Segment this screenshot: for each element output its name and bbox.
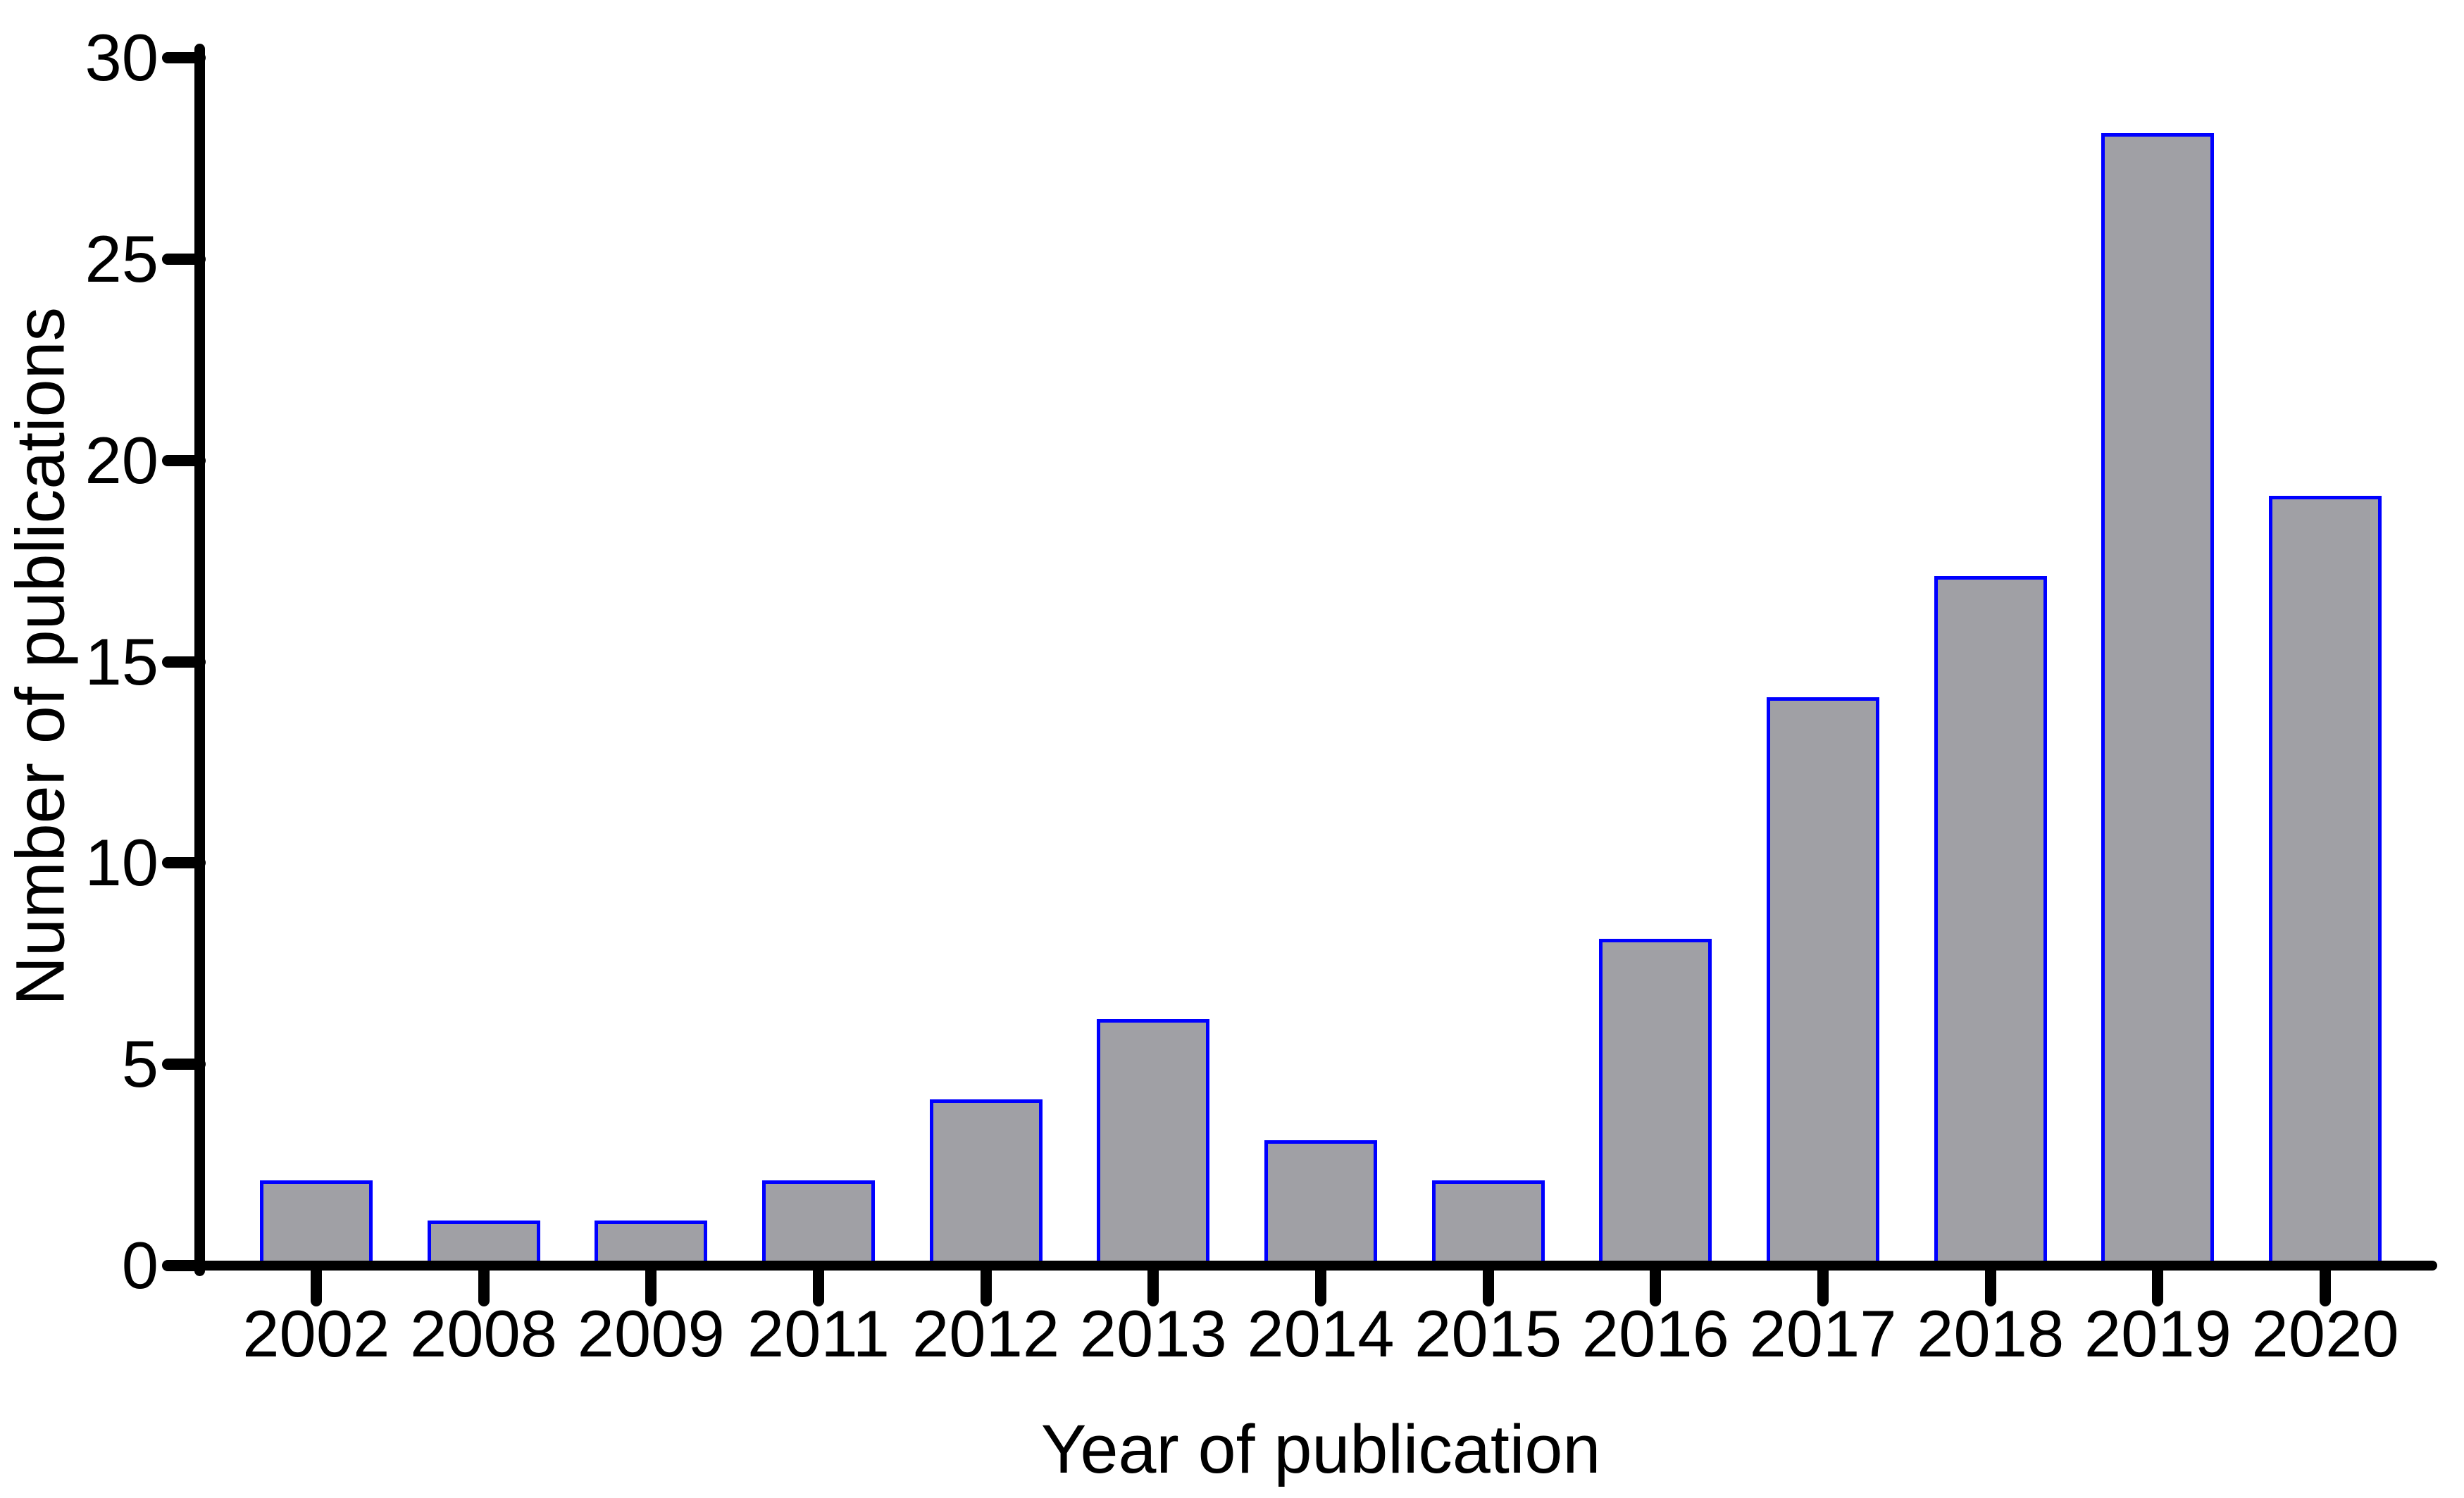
y-tick — [162, 656, 206, 668]
y-tick-label: 30 — [85, 20, 158, 94]
x-tick-label: 2009 — [577, 1297, 725, 1371]
x-tick — [2320, 1264, 2332, 1306]
y-tick-label: 20 — [85, 423, 158, 497]
bar-slot: 2016 — [1572, 53, 1740, 1367]
y-tick-label: 10 — [85, 825, 158, 900]
x-tick-label: 2019 — [2084, 1297, 2232, 1371]
bar-2020 — [2269, 495, 2382, 1261]
y-tick-label: 25 — [85, 221, 158, 296]
x-tick — [1147, 1264, 1159, 1306]
bar-2002 — [259, 1180, 373, 1261]
y-tick — [162, 454, 206, 466]
bar-slot: 2011 — [735, 53, 902, 1367]
x-tick — [1314, 1264, 1326, 1306]
y-tick-label: 15 — [85, 624, 158, 699]
x-tick-label: 2014 — [1247, 1297, 1395, 1371]
y-tick — [162, 52, 206, 63]
x-tick — [1650, 1264, 1662, 1306]
x-tick-label: 2017 — [1749, 1297, 1897, 1371]
x-tick — [812, 1264, 824, 1306]
x-axis-line — [163, 1261, 2437, 1271]
y-tick-label: 5 — [121, 1027, 158, 1101]
bar-2016 — [1599, 938, 1712, 1261]
x-tick-label: 2018 — [1917, 1297, 2065, 1371]
bar-2009 — [595, 1220, 708, 1261]
x-tick — [310, 1264, 322, 1306]
x-tick — [1817, 1264, 1829, 1306]
bars-container: 2002 2008 2009 2011 2012 2013 2014 2015 2016 2017… — [204, 53, 2437, 1367]
bar-2014 — [1264, 1140, 1377, 1261]
bar-slot: 2014 — [1237, 53, 1405, 1367]
x-tick-label: 2011 — [747, 1297, 890, 1371]
x-tick-label: 2002 — [242, 1297, 390, 1371]
x-tick — [1984, 1264, 1996, 1306]
bar-2019 — [2101, 133, 2215, 1261]
bar-slot: 2019 — [2074, 53, 2242, 1367]
x-tick — [2152, 1264, 2164, 1306]
x-tick — [478, 1264, 490, 1306]
bar-2015 — [1431, 1180, 1545, 1261]
y-tick-label: 0 — [121, 1228, 158, 1302]
plot-area: 0 5 10 15 20 25 30 2002 2008 2009 2011 2012 2013 201… — [85, 25, 2437, 1367]
x-tick-label: 2020 — [2251, 1297, 2399, 1371]
bar-2017 — [1767, 697, 1880, 1261]
x-tick-label: 2013 — [1079, 1297, 1227, 1371]
x-tick-label: 2008 — [409, 1297, 558, 1371]
x-tick-label: 2016 — [1581, 1297, 1729, 1371]
bar-2018 — [1934, 576, 2047, 1261]
y-tick — [162, 857, 206, 869]
bar-slot: 2020 — [2241, 53, 2409, 1367]
y-tick — [162, 253, 206, 265]
bar-slot: 2017 — [1739, 53, 1907, 1367]
y-tick — [162, 1059, 206, 1071]
x-axis-title: Year of publication — [1040, 1411, 1601, 1487]
x-tick — [1482, 1264, 1494, 1306]
x-tick — [980, 1264, 992, 1306]
bar-2008 — [427, 1220, 540, 1261]
bar-2013 — [1097, 1019, 1210, 1261]
bar-slot: 2002 — [232, 53, 400, 1367]
bar-slot: 2013 — [1069, 53, 1237, 1367]
bar-slot: 2012 — [902, 53, 1070, 1367]
bar-2012 — [929, 1099, 1043, 1261]
y-axis-title: Number of publications — [1, 306, 79, 1006]
bar-slot: 2018 — [1907, 53, 2074, 1367]
x-tick-label: 2015 — [1414, 1297, 1562, 1371]
bar-2011 — [761, 1180, 875, 1261]
x-tick — [645, 1264, 657, 1306]
bar-slot: 2008 — [400, 53, 568, 1367]
bar-slot: 2015 — [1405, 53, 1572, 1367]
x-tick-label: 2012 — [912, 1297, 1060, 1371]
bar-slot: 2009 — [567, 53, 735, 1367]
y-tick — [162, 1260, 206, 1271]
